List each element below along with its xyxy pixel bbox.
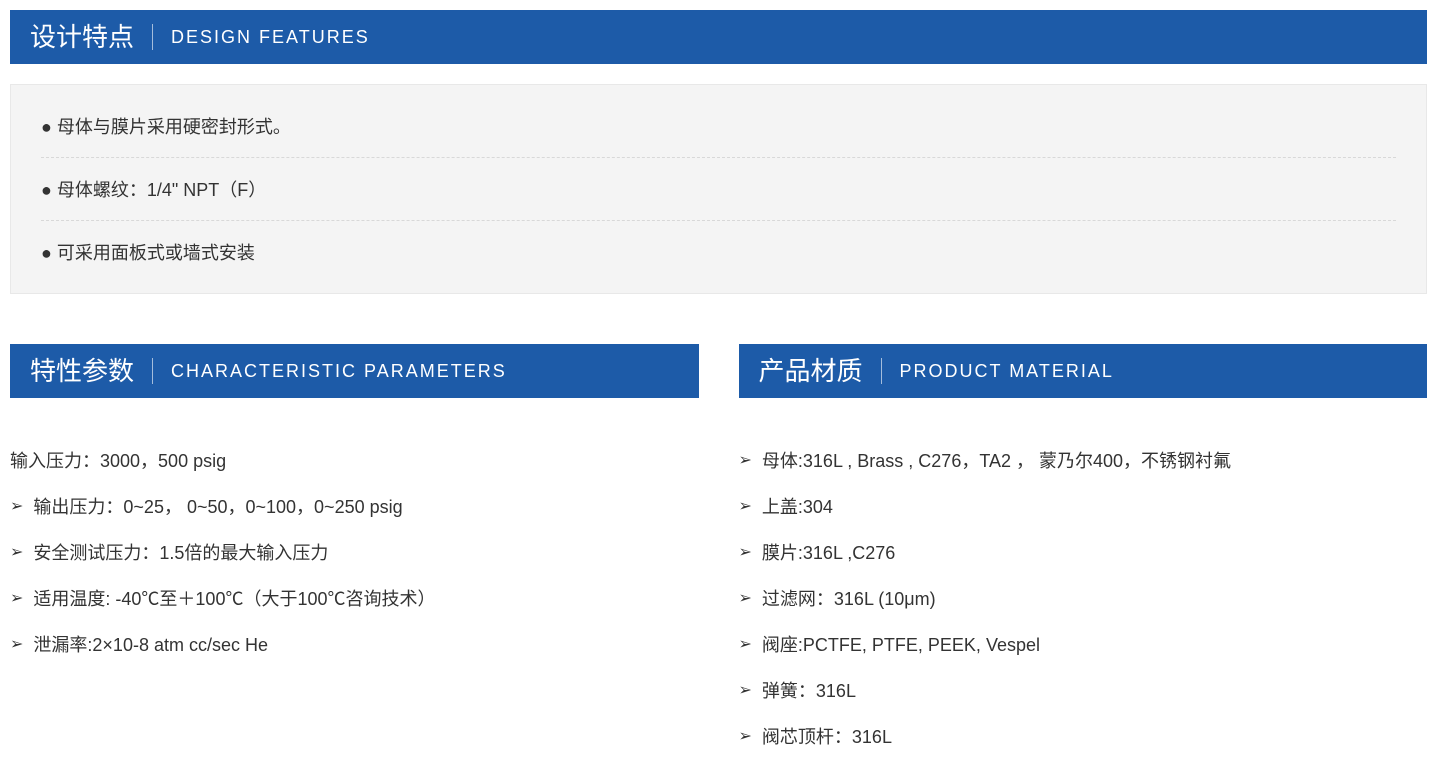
arrow-icon: ➢: [10, 540, 23, 566]
arrow-icon: ➢: [739, 678, 752, 704]
param-item: ➢ 输入压力：3000，500 psig: [10, 438, 699, 484]
material-item: ➢ 阀芯顶杆：316L: [739, 714, 1428, 760]
characteristic-params-column: 特性参数 CHARACTERISTIC PARAMETERS ➢ 输入压力：30…: [10, 344, 699, 760]
param-text: 泄漏率:2×10-8 atm cc/sec He: [33, 632, 268, 658]
product-material-title-en: PRODUCT MATERIAL: [882, 361, 1114, 382]
material-item: ➢ 阀座:PCTFE, PTFE, PEEK, Vespel: [739, 622, 1428, 668]
material-text: 上盖:304: [762, 494, 833, 520]
material-text: 过滤网：316L (10μm): [762, 586, 936, 612]
design-features-header: 设计特点 DESIGN FEATURES: [10, 10, 1427, 64]
param-item: ➢ 安全测试压力：1.5倍的最大输入压力: [10, 530, 699, 576]
characteristic-params-title-en: CHARACTERISTIC PARAMETERS: [153, 361, 507, 382]
material-text: 弹簧：316L: [762, 678, 856, 704]
arrow-icon: ➢: [739, 448, 752, 474]
arrow-icon: ➢: [739, 724, 752, 750]
material-item: ➢ 过滤网：316L (10μm): [739, 576, 1428, 622]
arrow-icon: ➢: [10, 494, 23, 520]
material-text: 母体:316L , Brass , C276，TA2 ， 蒙乃尔400，不锈钢衬…: [762, 448, 1231, 474]
arrow-icon: ➢: [739, 494, 752, 520]
product-material-title-cn: 产品材质: [759, 358, 882, 384]
material-text: 阀座:PCTFE, PTFE, PEEK, Vespel: [762, 632, 1040, 658]
param-item: ➢ 输出压力：0~25， 0~50，0~100，0~250 psig: [10, 484, 699, 530]
param-item: ➢ 泄漏率:2×10-8 atm cc/sec He: [10, 622, 699, 668]
columns-wrapper: 特性参数 CHARACTERISTIC PARAMETERS ➢ 输入压力：30…: [10, 344, 1427, 760]
material-item: ➢ 母体:316L , Brass , C276，TA2 ， 蒙乃尔400，不锈…: [739, 438, 1428, 484]
arrow-icon: ➢: [739, 632, 752, 658]
feature-item: ● 母体与膜片采用硬密封形式。: [41, 95, 1396, 158]
characteristic-params-title-cn: 特性参数: [30, 358, 153, 384]
design-features-box: ● 母体与膜片采用硬密封形式。 ● 母体螺纹：1/4" NPT（F） ● 可采用…: [10, 84, 1427, 294]
feature-item: ● 母体螺纹：1/4" NPT（F）: [41, 158, 1396, 221]
material-item: ➢ 上盖:304: [739, 484, 1428, 530]
param-text: 安全测试压力：1.5倍的最大输入压力: [33, 540, 328, 566]
param-item: ➢ 适用温度: -40℃至＋100℃（大于100℃咨询技术）: [10, 576, 699, 622]
product-material-list: ➢ 母体:316L , Brass , C276，TA2 ， 蒙乃尔400，不锈…: [739, 418, 1428, 760]
product-material-header: 产品材质 PRODUCT MATERIAL: [739, 344, 1428, 398]
design-features-title-en: DESIGN FEATURES: [153, 27, 370, 48]
characteristic-params-header: 特性参数 CHARACTERISTIC PARAMETERS: [10, 344, 699, 398]
param-text: 适用温度: -40℃至＋100℃（大于100℃咨询技术）: [33, 586, 435, 612]
arrow-icon: ➢: [739, 540, 752, 566]
feature-item: ● 可采用面板式或墙式安装: [41, 221, 1396, 283]
material-item: ➢ 膜片:316L ,C276: [739, 530, 1428, 576]
material-item: ➢ 弹簧：316L: [739, 668, 1428, 714]
design-features-title-cn: 设计特点: [30, 24, 153, 50]
material-text: 阀芯顶杆：316L: [762, 724, 892, 750]
characteristic-params-list: ➢ 输入压力：3000，500 psig ➢ 输出压力：0~25， 0~50，0…: [10, 418, 699, 668]
arrow-icon: ➢: [10, 586, 23, 612]
product-material-column: 产品材质 PRODUCT MATERIAL ➢ 母体:316L , Brass …: [739, 344, 1428, 760]
arrow-icon: ➢: [10, 632, 23, 658]
param-text: 输出压力：0~25， 0~50，0~100，0~250 psig: [33, 494, 402, 520]
material-text: 膜片:316L ,C276: [762, 540, 895, 566]
param-text: 输入压力：3000，500 psig: [10, 448, 226, 474]
arrow-icon: ➢: [739, 586, 752, 612]
